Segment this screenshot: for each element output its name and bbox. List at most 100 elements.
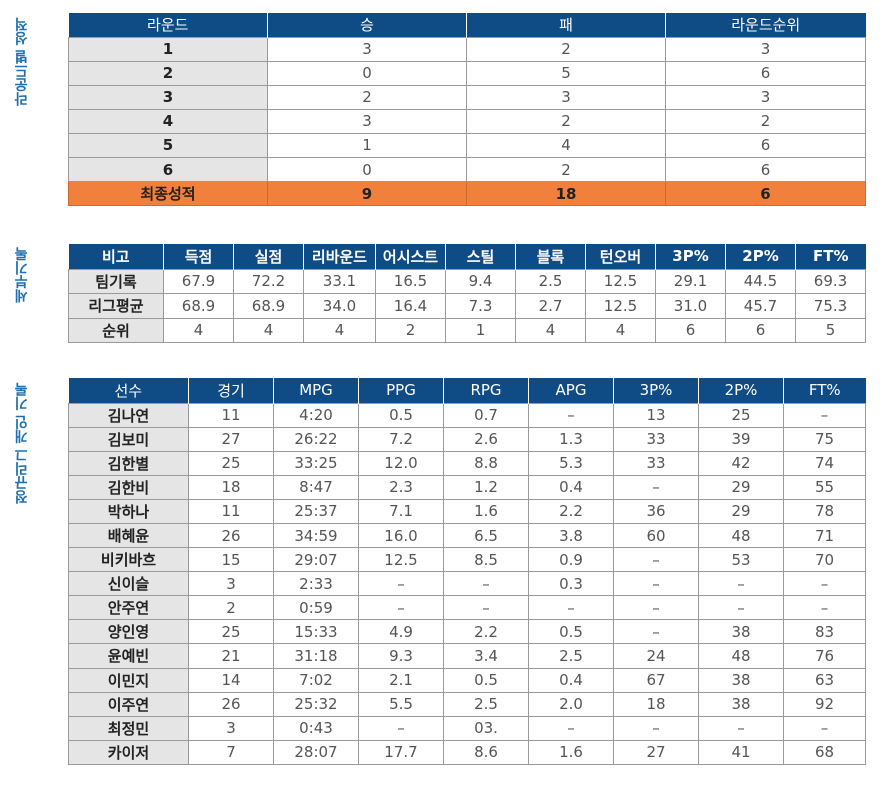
table-cell: 24 xyxy=(613,643,699,669)
table-cell: 42 xyxy=(698,450,784,476)
table-cell: 5 xyxy=(795,317,866,343)
table-cell: – xyxy=(528,402,614,428)
table-cell: 2.5 xyxy=(515,268,586,294)
table-cell: – xyxy=(613,474,699,500)
row-label: 신이슬 xyxy=(68,571,189,597)
table-cell: 27 xyxy=(613,739,699,765)
table-cell: 15:33 xyxy=(273,619,359,645)
table-cell: 75.3 xyxy=(795,293,866,319)
table-cell: 67 xyxy=(613,667,699,693)
table-cell: 2 xyxy=(375,317,446,343)
table-cell: 2.5 xyxy=(528,643,614,669)
round-results-table: 라운드 승 패 라운드순위 1 3 2 3 2 0 5 6 3 2 3 3 4 3 2 2 5 1 4 6 6 0 2 6 최종성적 9… xyxy=(68,13,866,207)
table-cell: 41 xyxy=(698,739,784,765)
column-header: 비고 xyxy=(68,244,164,269)
row-label: 카이저 xyxy=(68,739,189,765)
table-cell: 2.3 xyxy=(358,474,444,500)
row-label: 팀기록 xyxy=(68,268,164,294)
table-cell: 25:32 xyxy=(273,691,359,717)
column-header: 선수 xyxy=(68,378,189,403)
table-cell: 70 xyxy=(783,547,866,573)
row-label: 양인영 xyxy=(68,619,189,645)
table-cell: 2 xyxy=(188,595,274,621)
table-cell: 2:33 xyxy=(273,571,359,597)
table-cell: 0.5 xyxy=(443,667,529,693)
table-cell: 48 xyxy=(698,643,784,669)
column-header: 패 xyxy=(466,13,666,37)
table-cell: – xyxy=(783,595,866,621)
table-cell: 3 xyxy=(267,36,467,62)
table-cell: 16.4 xyxy=(375,293,446,319)
table-cell: 03. xyxy=(443,715,529,741)
row-label: 3 xyxy=(68,84,268,110)
table-cell: 2 xyxy=(466,108,666,134)
detail-section-label: 세부기록 xyxy=(14,247,30,303)
table-cell: 5.3 xyxy=(528,450,614,476)
table-cell: 31.0 xyxy=(655,293,726,319)
table-cell: 68.9 xyxy=(233,293,304,319)
row-label: 비키바흐 xyxy=(68,547,189,573)
table-cell: 6 xyxy=(655,317,726,343)
table-cell: 55 xyxy=(783,474,866,500)
table-cell: – xyxy=(613,715,699,741)
detail-table-header: 비고 득점 실점 리바운드 어시스트 스틸 블록 턴오버 3P% 2P% FT% xyxy=(68,244,866,269)
column-header: 스틸 xyxy=(445,244,516,269)
table-cell: 21 xyxy=(188,643,274,669)
table-cell: – xyxy=(443,595,529,621)
column-header: 2P% xyxy=(698,378,784,403)
table-cell: 29 xyxy=(698,498,784,524)
table-cell: 36 xyxy=(613,498,699,524)
column-header: APG xyxy=(528,378,614,403)
table-cell: – xyxy=(613,547,699,573)
table-cell: 74 xyxy=(783,450,866,476)
table-cell: 33:25 xyxy=(273,450,359,476)
table-cell: 2.6 xyxy=(443,426,529,452)
row-label: 이주연 xyxy=(68,691,189,717)
table-cell: 1.6 xyxy=(443,498,529,524)
table-cell: 7 xyxy=(188,739,274,765)
table-cell: 78 xyxy=(783,498,866,524)
row-label: 배혜윤 xyxy=(68,522,189,549)
table-cell: – xyxy=(613,619,699,645)
player-table-body: 김나연 11 4:20 0.5 0.7–13 25– 김보미 27 26:22 7.2 2.6 1.3… xyxy=(68,402,866,765)
column-header: 승 xyxy=(267,13,467,37)
table-cell: 39 xyxy=(698,426,784,452)
table-cell: 53 xyxy=(698,547,784,573)
table-cell: 7:02 xyxy=(273,667,359,693)
table-cell: 7.3 xyxy=(445,293,516,319)
table-cell: – xyxy=(613,595,699,621)
table-cell: 14 xyxy=(188,667,274,693)
table-row: 리그평균 68.9 68.9 34.0 16.4 7.3 2.7 12.5 31.0 45.7 75… xyxy=(68,293,866,319)
table-cell: 8:47 xyxy=(273,474,359,500)
column-header: FT% xyxy=(795,244,866,269)
table-cell: 38 xyxy=(698,691,784,717)
row-label: 1 xyxy=(68,36,268,62)
row-label: 순위 xyxy=(68,317,164,343)
column-header: 실점 xyxy=(233,244,304,269)
final-cell: 6 xyxy=(665,181,866,207)
table-cell: 1.6 xyxy=(528,739,614,765)
table-cell: 25 xyxy=(698,402,784,428)
table-cell: 5.5 xyxy=(358,691,444,717)
final-cell: 18 xyxy=(466,181,666,207)
table-cell: 60 xyxy=(613,522,699,549)
table-cell: 6 xyxy=(665,156,866,183)
table-row: 김나연 11 4:20 0.5 0.7–13 25– xyxy=(68,402,866,428)
table-cell: 67.9 xyxy=(163,268,234,294)
table-cell: 1 xyxy=(445,317,516,343)
column-header: 3P% xyxy=(613,378,699,403)
table-cell: 13 xyxy=(613,402,699,428)
row-label: 김한별 xyxy=(68,450,189,476)
row-label: 4 xyxy=(68,108,268,134)
table-cell: 16.0 xyxy=(358,522,444,549)
table-cell: 6 xyxy=(725,317,796,343)
table-row: 신이슬 3 2:33– –0.3– – – xyxy=(68,571,866,597)
column-header: 블록 xyxy=(515,244,586,269)
table-cell: 17.7 xyxy=(358,739,444,765)
table-cell: 2.0 xyxy=(528,691,614,717)
row-label: 윤예빈 xyxy=(68,643,189,669)
table-row: 김한별 25 33:25 12.0 8.8 5.3 33 42 74 xyxy=(68,450,866,476)
